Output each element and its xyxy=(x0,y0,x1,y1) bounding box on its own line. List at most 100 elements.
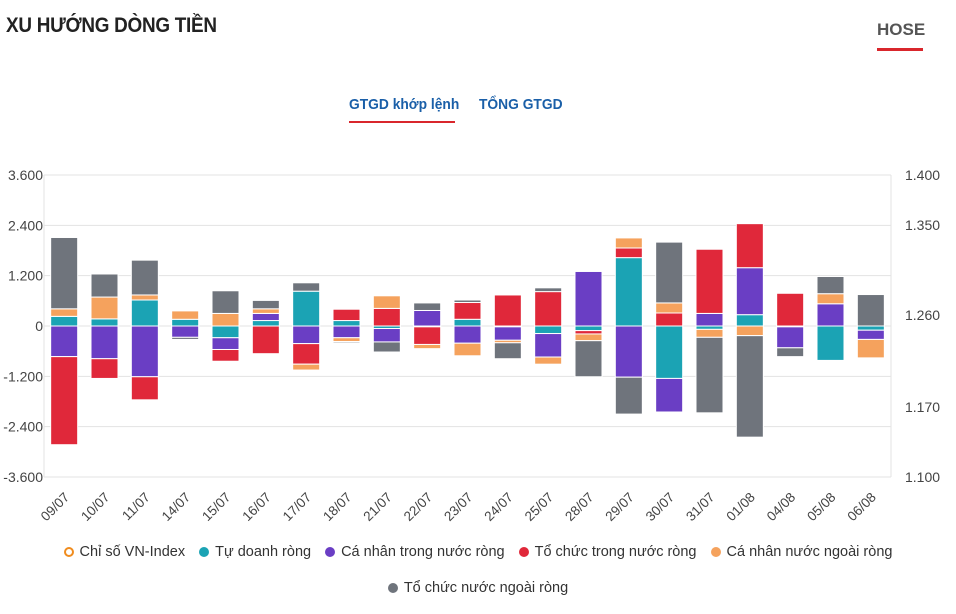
legend-item[interactable]: Tổ chức trong nước ròng xyxy=(518,544,697,560)
y-right-tick-label: 1.100 xyxy=(905,469,940,485)
bar-segment xyxy=(453,342,482,357)
bar-segment xyxy=(171,336,200,340)
bar-segment xyxy=(332,320,361,327)
y-tick-label: -2.400 xyxy=(3,419,43,435)
bar-segment xyxy=(292,325,321,345)
bar-segment xyxy=(413,302,442,311)
tab-total-value[interactable]: TỔNG GTGD xyxy=(479,96,563,113)
y-right-tick-label: 1.400 xyxy=(905,167,940,183)
y-tick-label: -1.200 xyxy=(3,368,43,384)
x-tick-label: 09/07 xyxy=(38,490,73,525)
legend-item[interactable]: Tổ chức nước ngoài ròng xyxy=(387,580,569,596)
bar-segment xyxy=(372,307,401,327)
bar-segment xyxy=(130,259,159,296)
exchange-tab-underline xyxy=(877,48,923,51)
bar-segment xyxy=(292,290,321,327)
bar-segment xyxy=(574,333,603,342)
bar-segment xyxy=(655,312,684,327)
bar-segment xyxy=(251,320,280,327)
bar-segment xyxy=(413,309,442,327)
legend-dot-icon xyxy=(518,547,529,557)
bar-segment xyxy=(251,308,280,314)
x-tick-label: 17/07 xyxy=(280,490,315,525)
bar-segment xyxy=(816,276,845,295)
bar-segment xyxy=(50,315,79,327)
bar-segment xyxy=(695,248,724,314)
legend-label: Tổ chức trong nước ròng xyxy=(534,544,697,560)
bar-segment xyxy=(856,294,885,327)
bar-segment xyxy=(453,302,482,320)
bar-segment xyxy=(856,329,885,340)
x-tick-label: 15/07 xyxy=(199,490,234,525)
bar-segment xyxy=(50,236,79,310)
bar-segment xyxy=(50,325,79,358)
legend-item[interactable]: Chỉ số VN-Index xyxy=(63,544,186,560)
legend-row-2: Tổ chức nước ngoài ròng xyxy=(0,578,956,598)
legend-label: Cá nhân nước ngoài ròng xyxy=(726,544,893,560)
bar-segment xyxy=(574,325,603,332)
bar-segment xyxy=(90,318,119,327)
y-tick-label: 0 xyxy=(35,318,43,334)
legend-label: Tổ chức nước ngoài ròng xyxy=(403,580,569,596)
legend-dot-icon xyxy=(710,547,721,557)
exchange-tab-hose[interactable]: HOSE xyxy=(877,20,926,39)
bar-segment xyxy=(171,325,200,338)
cash-flow-chart: 3.600 2.400 1.200 0 -1.200 -2.400 -3.600 1.400… xyxy=(3,167,940,525)
bar-segment xyxy=(534,287,563,293)
legend-item[interactable]: Cá nhân trong nước ròng xyxy=(325,544,505,560)
bar-segment xyxy=(332,325,361,339)
bar-segment xyxy=(816,303,845,327)
bar-segment xyxy=(816,293,845,305)
legend-item[interactable]: Tự doanh ròng xyxy=(199,544,311,560)
bar-segment xyxy=(614,376,643,415)
bar-segment xyxy=(171,310,200,320)
bar-segment xyxy=(655,377,684,413)
x-axis-labels: 09/07 10/07 11/07 14/07 15/07 16/07 17/07 18/07… xyxy=(38,490,879,525)
bar-segment xyxy=(50,308,79,317)
y-axis-left-labels: 3.600 2.400 1.200 0 -1.200 -2.400 -3.600 xyxy=(3,167,43,485)
bar-segment xyxy=(211,348,240,362)
x-tick-label: 18/07 xyxy=(320,490,355,525)
legend-label: Tự doanh ròng xyxy=(215,544,312,560)
bar-segment xyxy=(413,326,442,345)
y-tick-label: 3.600 xyxy=(8,167,43,183)
y-tick-label: -3.600 xyxy=(3,469,43,485)
bar-segment xyxy=(332,337,361,343)
y-axis-right-labels: 1.400 1.350 1.260 1.170 1.100 xyxy=(905,167,940,485)
bar-segment xyxy=(655,241,684,304)
legend-dot-icon xyxy=(325,547,336,557)
bar-segment xyxy=(130,376,159,401)
bar-segment xyxy=(776,292,805,327)
bar-segment xyxy=(372,295,401,309)
x-tick-label: 21/07 xyxy=(360,490,395,525)
bar-segment xyxy=(695,336,724,414)
bar-segment xyxy=(695,325,724,330)
bar-segment xyxy=(574,330,603,335)
bar-segment xyxy=(453,325,482,344)
chart-bars xyxy=(50,223,885,446)
legend-row-1: Chỉ số VN-Index Tự doanh ròng Cá nhân tron… xyxy=(0,542,956,562)
x-tick-label: 10/07 xyxy=(78,490,113,525)
bar-segment xyxy=(574,270,603,327)
bar-segment xyxy=(90,358,119,379)
bar-segment xyxy=(372,341,401,353)
x-tick-label: 25/07 xyxy=(522,490,557,525)
bar-segment xyxy=(211,312,240,327)
bar-segment xyxy=(413,343,442,350)
page-title: XU HƯỚNG DÒNG TIỀN xyxy=(6,14,217,37)
y-right-tick-label: 1.260 xyxy=(905,307,940,323)
x-tick-label: 11/07 xyxy=(119,490,153,524)
bar-segment xyxy=(211,325,240,339)
legend-label: Chỉ số VN-Index xyxy=(79,544,186,560)
bar-segment xyxy=(130,299,159,327)
bar-segment xyxy=(292,363,321,371)
y-right-tick-label: 1.170 xyxy=(905,399,940,415)
bar-segment xyxy=(735,314,764,327)
bar-segment xyxy=(251,312,280,322)
tab-matched-value[interactable]: GTGD khớp lệnh xyxy=(349,96,460,113)
legend-item[interactable]: Cá nhân nước ngoài ròng xyxy=(710,544,893,560)
bar-segment xyxy=(90,325,119,360)
bar-segment xyxy=(211,290,240,314)
bar-segment xyxy=(735,223,764,269)
bar-segment xyxy=(655,302,684,314)
